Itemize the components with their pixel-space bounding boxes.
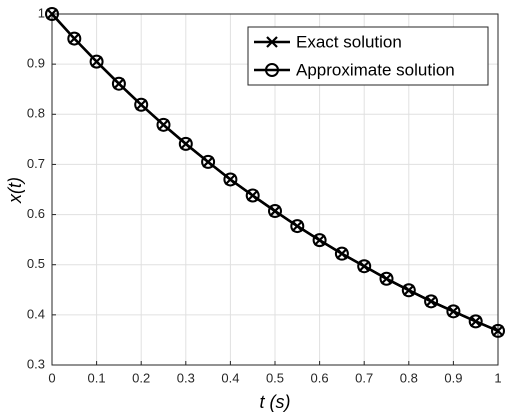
y-tick-label: 0.7 — [27, 156, 45, 171]
y-axis-label: x(t) — [5, 177, 25, 204]
y-tick-label: 0.3 — [27, 356, 45, 371]
marker-circle — [468, 314, 483, 329]
x-tick-label: 0.3 — [177, 370, 195, 385]
x-axis-label: t (s) — [260, 392, 291, 412]
marker-circle — [223, 172, 238, 187]
marker-circle — [265, 63, 279, 77]
marker-x — [492, 325, 504, 337]
marker-circle — [134, 97, 149, 112]
x-tick-label: 0.6 — [311, 370, 329, 385]
marker-circle — [491, 323, 505, 338]
x-tick-label: 0.5 — [266, 370, 284, 385]
y-tick-label: 0.4 — [27, 306, 45, 321]
x-tick-label: 0.9 — [444, 370, 462, 385]
plot-frame — [51, 13, 499, 366]
marker-circle — [45, 7, 59, 21]
x-tick-label: 0.4 — [221, 370, 239, 385]
marker-circle — [424, 294, 439, 309]
marker-circle — [401, 283, 416, 298]
marker-circle — [67, 31, 82, 46]
marker-circle — [379, 271, 394, 286]
x-tick-label: 1 — [494, 370, 501, 385]
marker-circle — [357, 259, 372, 274]
x-tick-label: 0.1 — [88, 370, 106, 385]
marker-x — [266, 36, 278, 48]
marker-circle — [111, 76, 126, 91]
y-tick-label: 0.9 — [27, 56, 45, 71]
legend-label: Exact solution — [296, 32, 402, 51]
marker-circle — [446, 304, 461, 319]
legend-box — [247, 26, 489, 86]
x-tick-label: 0 — [48, 370, 55, 385]
y-tick-label: 0.5 — [27, 256, 45, 271]
marker-circle — [245, 188, 260, 203]
x-tick-label: 0.2 — [132, 370, 150, 385]
marker-circle — [89, 54, 104, 69]
legend-label: Approximate solution — [296, 60, 455, 79]
marker-circle — [312, 233, 327, 248]
x-tick-label: 0.8 — [400, 370, 418, 385]
marker-circle — [290, 219, 305, 234]
y-tick-label: 0.6 — [27, 206, 45, 221]
marker-circle — [334, 246, 349, 261]
y-tick-label: 0.8 — [27, 106, 45, 121]
marker-circle — [268, 204, 282, 219]
series-line — [51, 13, 499, 333]
marker-circle — [178, 136, 193, 151]
x-tick-label: 0.7 — [355, 370, 373, 385]
marker-circle — [156, 117, 171, 132]
y-tick-label: 1 — [38, 5, 45, 20]
marker-circle — [201, 154, 216, 169]
